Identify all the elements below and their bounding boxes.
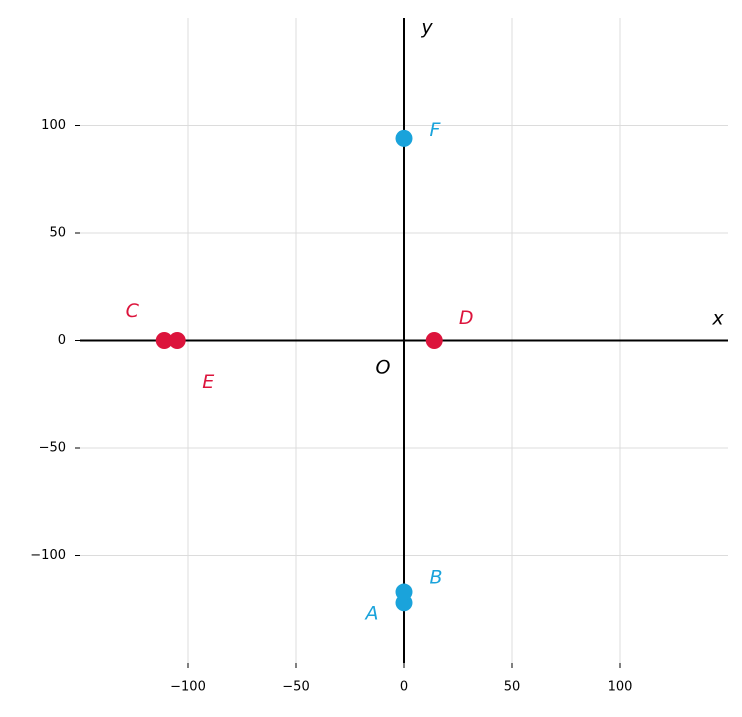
- origin-label: O: [376, 357, 391, 379]
- point-label: F: [430, 119, 442, 141]
- point-label: D: [459, 307, 474, 329]
- x-tick-label: 100: [608, 680, 633, 695]
- point: [155, 332, 173, 349]
- y-tick-label: −50: [39, 441, 66, 456]
- x-tick-label: −100: [170, 680, 206, 695]
- point-label: A: [364, 602, 379, 624]
- y-tick-label: −100: [30, 548, 66, 563]
- point-label: C: [126, 300, 140, 322]
- y-tick-label: 100: [41, 118, 66, 133]
- y-tick-label: 50: [49, 226, 66, 241]
- x-axis-label: x: [711, 308, 724, 330]
- x-tick-label: 0: [400, 680, 408, 695]
- y-axis-label: y: [420, 17, 433, 39]
- x-tick-label: −50: [282, 680, 309, 695]
- point-label: E: [202, 371, 214, 393]
- point: [395, 129, 413, 147]
- point: [168, 332, 186, 349]
- y-tick-label: 0: [58, 333, 66, 348]
- point-label: B: [429, 567, 442, 589]
- x-tick-label: 50: [504, 680, 521, 695]
- point: [425, 332, 443, 349]
- point: [395, 583, 413, 601]
